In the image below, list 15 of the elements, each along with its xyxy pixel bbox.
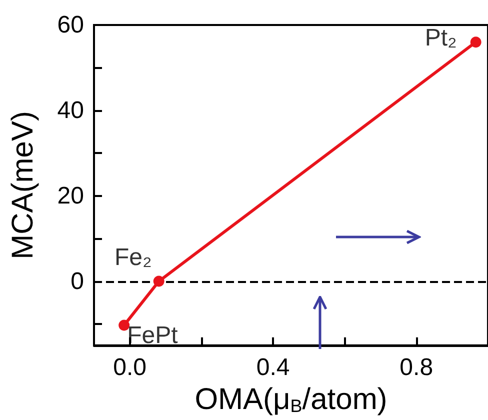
x-axis-title: OMA(μB/atom) [194,382,388,416]
x-tick-label: 0.4 [256,354,290,381]
annotation: Pt₂ [424,24,457,52]
annotation: Fe₂ [114,244,152,271]
y-tick-label: 40 [57,96,84,124]
x-tick-label: 0.0 [113,354,147,381]
y-tick-label: 60 [57,12,84,38]
point [118,320,130,331]
y-axis-title: MCA(meV) [6,111,40,260]
y-tick-label: 20 [57,182,84,210]
y-tick-label: 0 [70,268,84,295]
annotation: FePt [127,322,178,349]
x-tick-label: 0.8 [400,354,434,381]
point [470,36,482,48]
point [153,276,164,287]
